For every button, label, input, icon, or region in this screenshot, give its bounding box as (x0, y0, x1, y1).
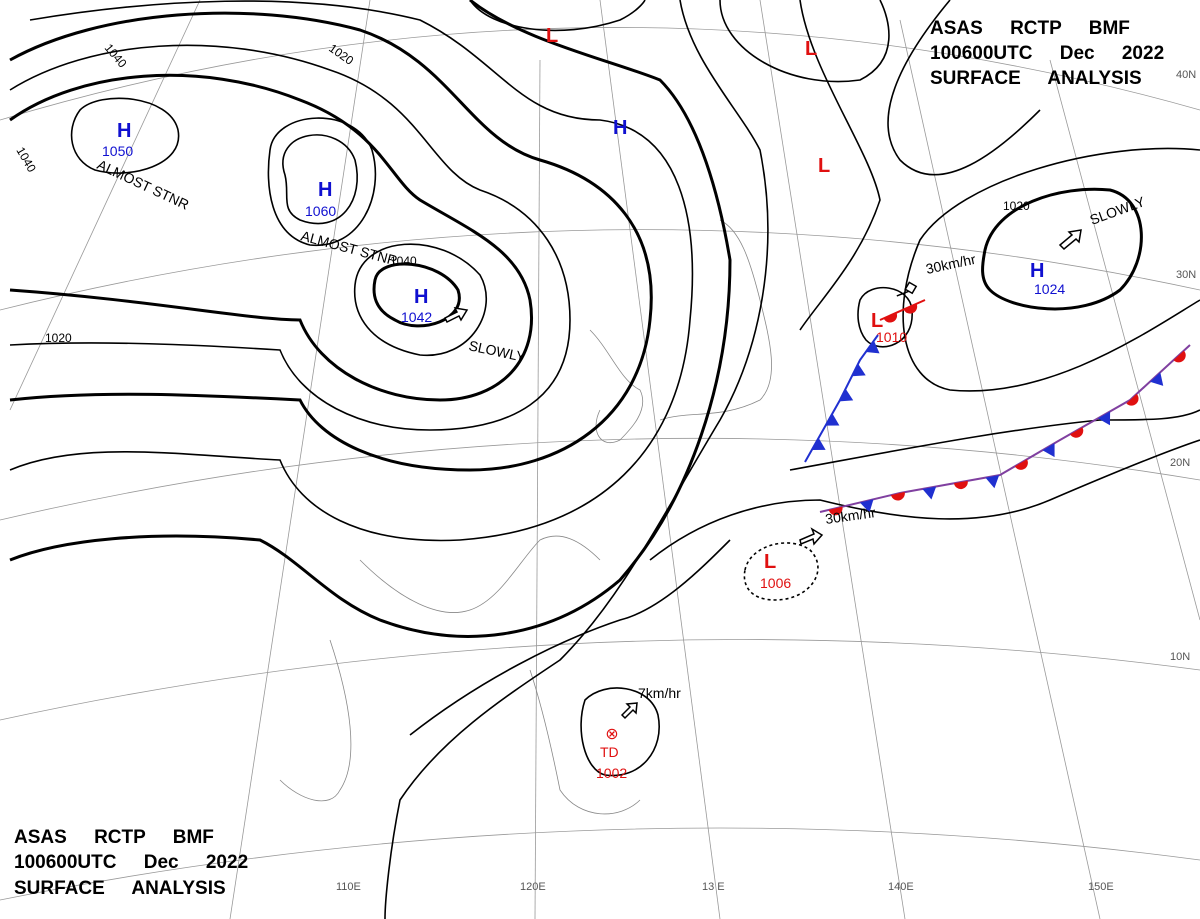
warm-front-semicircle (828, 506, 843, 516)
latitude-label: 30N (1176, 269, 1196, 281)
low-label: L (805, 38, 817, 60)
cold-front-triangle (811, 437, 826, 451)
pressure-value: 1060 (305, 203, 336, 219)
high-label: H (414, 286, 428, 308)
longitude-label: 120E (520, 881, 546, 893)
front-symbols (811, 303, 1186, 516)
high-label: H (117, 120, 131, 142)
cold-front-triangle (851, 363, 866, 377)
longitude-label: 13 E (702, 881, 725, 893)
warm-front-semicircle (903, 303, 918, 314)
longitude-label: 110E (336, 881, 361, 893)
movement-label: 30km/hr (824, 504, 877, 527)
movement-label: SLOWLY (467, 337, 527, 365)
isobar-label: 1020 (326, 41, 356, 68)
cold-front-triangle (1042, 443, 1055, 458)
movement-label: 7km/hr (638, 685, 681, 701)
high-label: H (318, 179, 332, 201)
header-line: ASAS RCTP BMF (930, 18, 1130, 39)
longitude-label: 140E (888, 881, 914, 893)
pressure-value: 1042 (401, 309, 432, 325)
latitude-label: 10N (1170, 651, 1190, 663)
latitude-label: 40N (1176, 69, 1196, 81)
warm-front-semicircle (883, 312, 898, 323)
pressure-value: 1024 (1034, 281, 1065, 297)
isobars (9, 0, 1200, 919)
movement-arrows: ⊗ (443, 229, 1082, 743)
isobar-label: 1020 (1003, 199, 1030, 213)
pressure-value: 1006 (760, 575, 791, 591)
warm-front-semicircle (1070, 427, 1084, 438)
pressure-value: 1010 (876, 329, 907, 345)
warm-front-semicircle (953, 480, 968, 489)
cold-front-triangle (1097, 411, 1111, 426)
low-label: L (764, 551, 776, 573)
cold-front-triangle (859, 499, 874, 513)
cold-front-triangle (1149, 372, 1164, 386)
cold-front-triangle (865, 340, 880, 354)
header-line: SURFACE ANALYSIS (14, 878, 226, 899)
td-symbol: ⊗ (605, 726, 618, 743)
low-label: L (871, 310, 883, 332)
high-label: H (613, 117, 627, 139)
header-line: 100600UTC Dec 2022 (14, 852, 248, 873)
isobar-label: 1040 (102, 41, 130, 71)
td-label: TD (600, 744, 619, 760)
isobar-label: 1040 (390, 254, 417, 268)
high-label: H (1030, 260, 1044, 282)
movement-label: ALMOST STNR (95, 156, 192, 212)
latitude-label: 20N (1170, 457, 1190, 469)
warm-front-semicircle (1014, 459, 1028, 470)
fronts (804, 299, 1191, 513)
header-line: ASAS RCTP BMF (14, 827, 214, 848)
isobar-label: 1020 (45, 331, 72, 345)
warm-front-semicircle (1126, 393, 1139, 406)
low-label: L (818, 155, 830, 177)
isobar-label: 1040 (13, 145, 39, 175)
low-label: L (546, 25, 558, 47)
longitude-label: 150E (1088, 881, 1114, 893)
cold-front-triangle (922, 486, 937, 500)
cold-front-triangle (985, 475, 1000, 489)
movement-label: 30km/hr (924, 251, 977, 277)
coastlines (279, 219, 772, 815)
warm-front-semicircle (891, 491, 905, 501)
warm-front-semicircle (1173, 350, 1186, 363)
pressure-value: 1002 (596, 765, 627, 781)
pressure-value: 1050 (102, 143, 133, 159)
header-line: 100600UTC Dec 2022 (930, 43, 1164, 64)
header-line: SURFACE ANALYSIS (930, 68, 1142, 89)
cold-front-triangle (839, 388, 854, 402)
cold-front-triangle (825, 413, 840, 426)
